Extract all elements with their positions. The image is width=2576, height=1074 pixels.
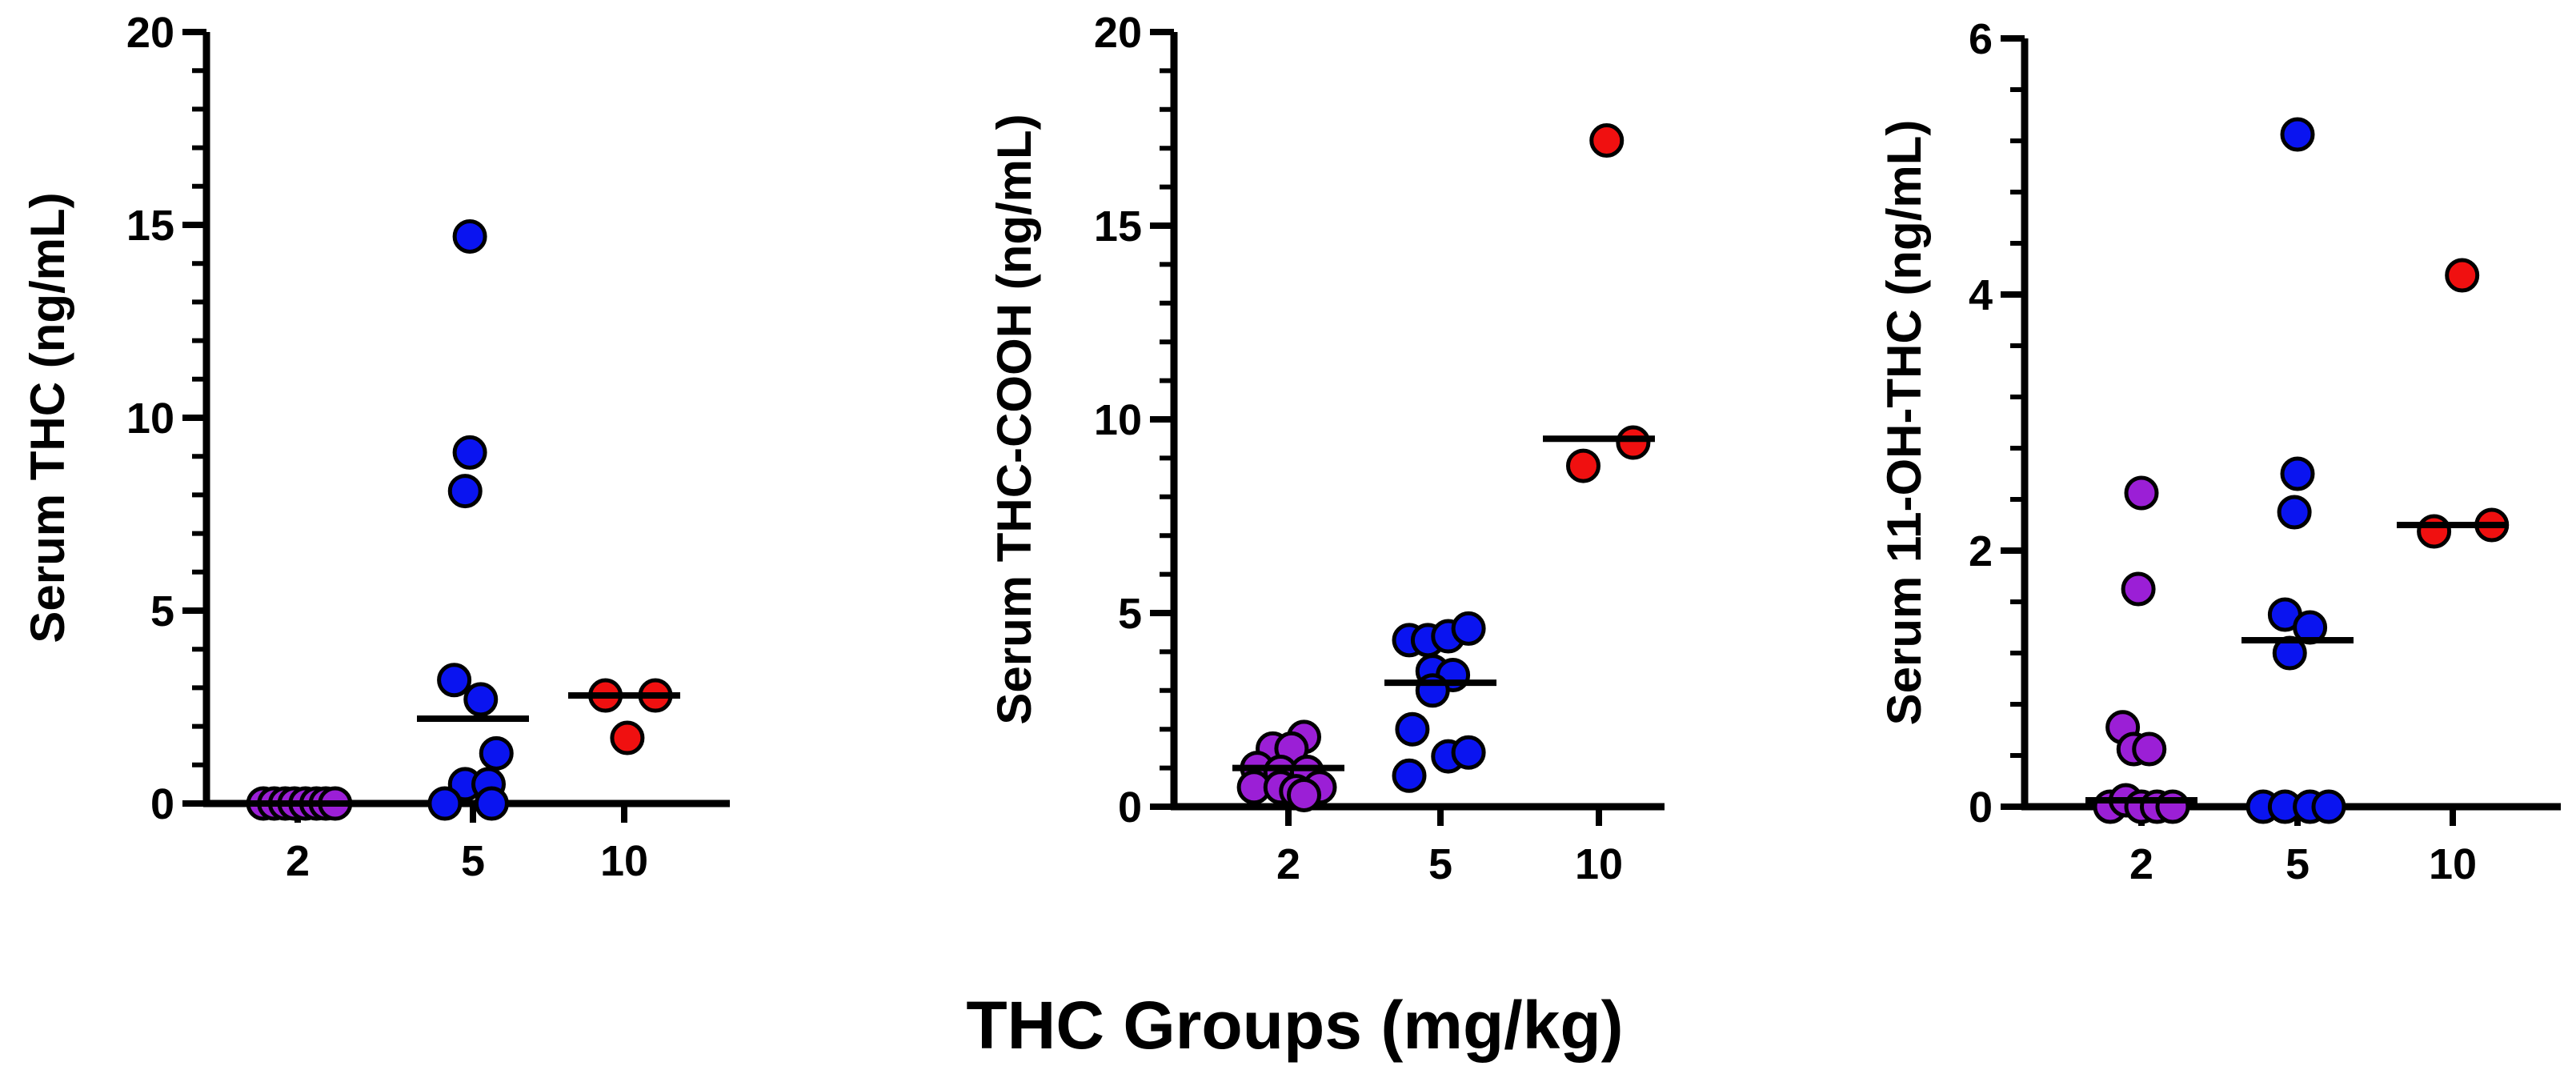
data-point-group-5 <box>2280 456 2315 491</box>
y-axis-title: Serum 11-OH-THC (ng/mL) <box>1877 120 1931 726</box>
y-tick-label: 6 <box>1969 15 1993 63</box>
x-tick-label: 10 <box>600 837 648 885</box>
y-axis-title: Serum THC (ng/mL) <box>21 192 74 643</box>
shared-x-axis-title: THC Groups (mg/kg) <box>966 988 1623 1063</box>
data-point-group-5 <box>1395 711 1430 747</box>
data-point-group-5 <box>452 218 487 254</box>
y-tick-label: 20 <box>126 9 174 57</box>
y-tick-label: 0 <box>1118 783 1142 832</box>
data-point-group-10 <box>1616 425 1651 460</box>
data-point-group-10 <box>1589 123 1625 158</box>
y-tick-label: 10 <box>1094 396 1142 444</box>
y-tick-label: 0 <box>1969 783 1993 832</box>
x-tick-label: 5 <box>2286 840 2310 888</box>
y-tick-label: 10 <box>126 395 174 443</box>
y-tick-label: 15 <box>126 202 174 250</box>
y-axis-title: Serum THC-COOH (ng/mL) <box>988 114 1041 724</box>
data-point-group-5 <box>1451 735 1486 770</box>
y-tick-label: 20 <box>1094 9 1142 57</box>
data-point-group-2 <box>2155 789 2190 824</box>
x-tick-label: 5 <box>461 837 485 885</box>
data-point-group-5 <box>1392 758 1427 793</box>
y-tick-label: 4 <box>1969 271 1993 319</box>
y-tick-label: 15 <box>1094 202 1142 250</box>
data-point-group-10 <box>1566 448 1600 483</box>
data-point-group-5 <box>437 663 472 698</box>
data-point-group-5 <box>427 786 463 821</box>
data-point-group-2 <box>2121 571 2156 607</box>
data-point-group-10 <box>2445 258 2480 293</box>
data-point-group-5 <box>2277 495 2312 530</box>
x-tick-label: 10 <box>2429 840 2477 888</box>
x-tick-label: 5 <box>1428 840 1452 888</box>
data-point-group-5 <box>2311 789 2346 824</box>
x-tick-label: 2 <box>286 837 310 885</box>
data-point-group-5 <box>1451 611 1486 646</box>
data-point-group-5 <box>463 682 499 717</box>
y-tick-label: 0 <box>150 780 174 828</box>
data-point-group-5 <box>2280 117 2315 152</box>
data-point-group-5 <box>479 735 514 771</box>
x-tick-label: 10 <box>1575 840 1623 888</box>
data-point-group-5 <box>452 435 487 470</box>
data-point-group-5 <box>447 474 483 509</box>
data-point-group-10 <box>610 720 645 755</box>
data-point-group-10 <box>2417 514 2452 549</box>
x-tick-label: 2 <box>1276 840 1300 888</box>
data-point-group-5 <box>474 786 509 821</box>
y-tick-label: 5 <box>1118 590 1142 638</box>
chart-panel-3: 0 2 4 6 2 5 10 Serum 11-OH-THC (ng/mL) <box>1877 15 2561 888</box>
y-tick-label: 2 <box>1969 527 1993 575</box>
data-point-group-2 <box>2132 731 2167 767</box>
x-tick-label: 2 <box>2129 840 2153 888</box>
y-tick-label: 5 <box>150 587 174 635</box>
data-point-group-2 <box>1287 777 1321 812</box>
data-point-group-2 <box>2124 475 2159 511</box>
